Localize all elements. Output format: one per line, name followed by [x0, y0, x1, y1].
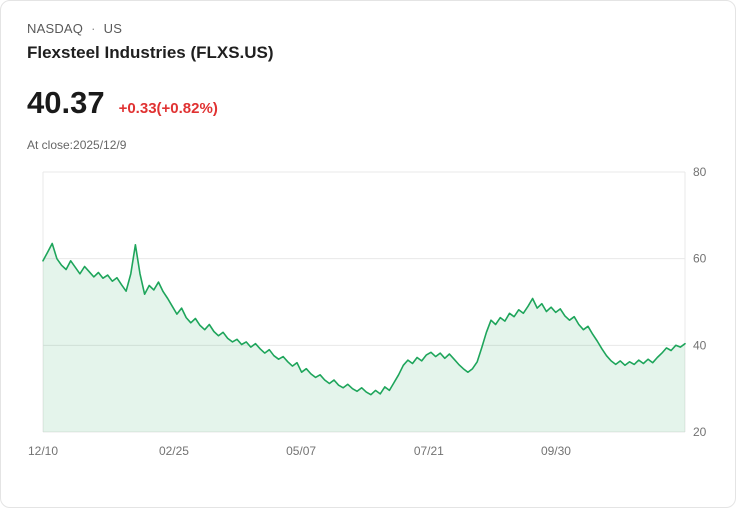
x-axis-label: 05/07: [286, 444, 316, 458]
y-axis-label: 80: [693, 165, 707, 179]
x-axis-label: 07/21: [414, 444, 444, 458]
y-axis-label: 40: [693, 338, 707, 352]
price-change: +0.33(+0.82%): [118, 100, 218, 117]
price-line: [42, 242, 686, 396]
exchange-label: NASDAQ: [27, 21, 84, 36]
price-value: 40.37: [27, 85, 105, 120]
close-time-note: At close:2025/12/9: [27, 138, 127, 152]
x-axis-label: 09/30: [541, 444, 571, 458]
price-chart[interactable]: 80 60 40 20 12/10 02/25 05/07 07/21 09/30: [1, 162, 736, 472]
x-axis-label: 12/10: [28, 444, 58, 458]
x-axis-label: 02/25: [159, 444, 189, 458]
quote-header: NASDAQ · US Flexsteel Industries (FLXS.U…: [1, 1, 735, 152]
region-label: US: [103, 21, 123, 36]
chart-area: 80 60 40 20 12/10 02/25 05/07 07/21 09/30: [1, 162, 735, 477]
dot-separator: ·: [91, 21, 96, 36]
y-axis-label: 60: [693, 252, 707, 266]
price-area-fill: [43, 243, 685, 432]
page-title: Flexsteel Industries (FLXS.US): [27, 43, 274, 62]
y-axis-label: 20: [693, 425, 707, 439]
exchange-row: NASDAQ · US: [27, 21, 709, 36]
price-row: 40.37 +0.33(+0.82%): [27, 87, 709, 118]
